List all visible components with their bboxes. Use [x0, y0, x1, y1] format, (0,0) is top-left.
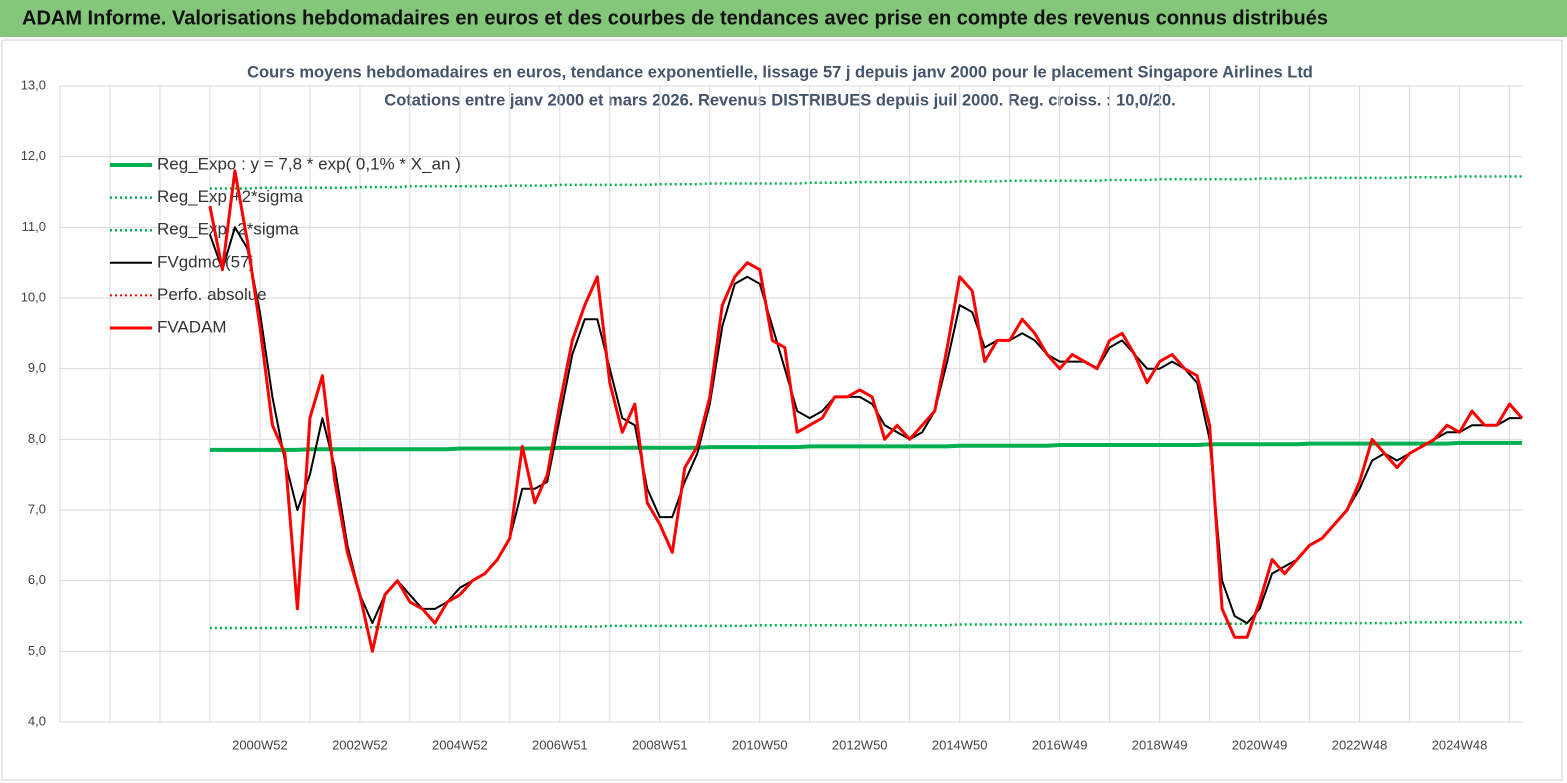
header-bar — [0, 0, 1567, 37]
x-tick-label: 2010W50 — [732, 737, 788, 752]
x-tick-label: 2022W48 — [1332, 737, 1388, 752]
x-tick-label: 2000W52 — [232, 737, 288, 752]
y-tick-label: 4,0 — [28, 713, 46, 728]
x-tick-label: 2012W50 — [832, 737, 888, 752]
y-tick-label: 11,0 — [22, 219, 46, 234]
legend-label: Reg_Expo : y = 7,8 * exp( 0,1% * X_an ) — [157, 154, 461, 173]
x-tick-label: 2006W51 — [532, 737, 588, 752]
series-line — [209, 440, 1522, 452]
x-tick-label: 2008W51 — [632, 737, 688, 752]
y-tick-label: 10,0 — [21, 289, 46, 304]
y-tick-label: 7,0 — [28, 501, 46, 516]
legend-label: Perfo. absolue — [157, 285, 267, 304]
chart-subtitle: Cotations entre janv 2000 et mars 2026. … — [384, 91, 1175, 109]
series-line — [208, 169, 1524, 653]
y-tick-label: 6,0 — [28, 572, 46, 587]
series-line — [209, 175, 1522, 190]
legend-label: FVgdmc (57j — [157, 252, 253, 271]
x-tick-label: 2018W49 — [1132, 737, 1188, 752]
y-tick-label: 9,0 — [28, 360, 46, 375]
y-tick-label: 12,0 — [21, 148, 46, 163]
y-tick-label: 5,0 — [28, 643, 46, 658]
y-tick-label: 13,0 — [21, 77, 46, 92]
chart-title: Cours moyens hebdomadaires en euros, ten… — [247, 63, 1313, 81]
legend-label: FVADAM — [157, 317, 227, 336]
chart-frame — [1, 39, 1563, 781]
header-title: ADAM Informe. Valorisations hebdomadaire… — [22, 7, 1328, 29]
x-tick-label: 2020W49 — [1232, 737, 1288, 752]
x-tick-label: 2002W52 — [332, 737, 388, 752]
series-line — [209, 621, 1522, 630]
x-tick-label: 2014W50 — [932, 737, 988, 752]
y-tick-label: 8,0 — [28, 431, 46, 446]
x-tick-label: 2024W48 — [1432, 737, 1488, 752]
x-tick-label: 2004W52 — [432, 737, 488, 752]
x-tick-label: 2016W49 — [1032, 737, 1088, 752]
